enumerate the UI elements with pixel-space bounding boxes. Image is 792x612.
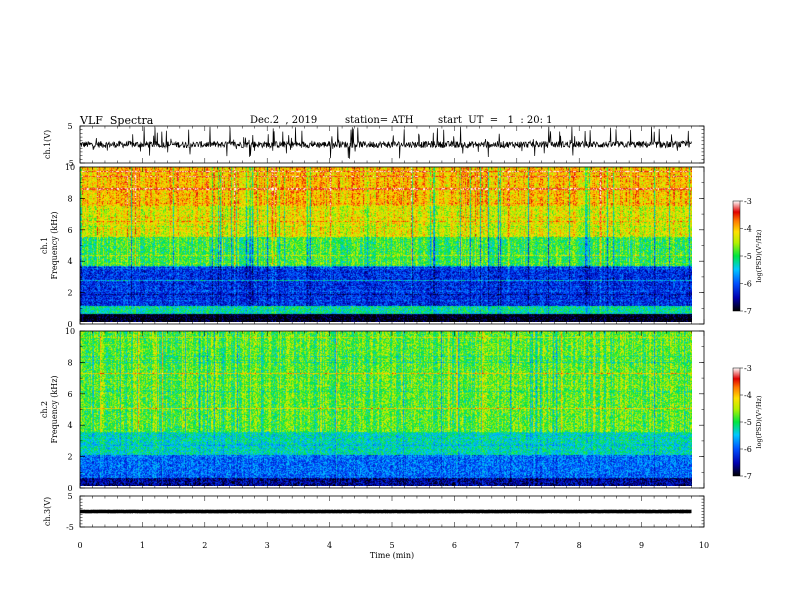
y-tick-label-1-4: 4 bbox=[67, 257, 72, 266]
cb-tick-label-1--7: -7 bbox=[744, 472, 752, 481]
x-tick-label-8: 8 bbox=[577, 541, 582, 550]
x-tick-label-4: 4 bbox=[327, 541, 332, 550]
y-axis-label-2-b: Frequency (kHz) bbox=[50, 375, 59, 443]
y-tick-label-2-0: 0 bbox=[67, 484, 72, 493]
ch2-spectrogram bbox=[80, 331, 692, 486]
y-axis-label-1-a: ch.1 bbox=[40, 237, 49, 254]
y-axis-label-3: ch.3(V) bbox=[43, 497, 52, 526]
cb-tick-label-0--5: -5 bbox=[744, 252, 752, 261]
x-tick-label-9: 9 bbox=[639, 541, 644, 550]
cb-tick-label-0--4: -4 bbox=[744, 225, 752, 234]
cb-tick-label-1--4: -4 bbox=[744, 391, 752, 400]
y-tick-label-2-6: 6 bbox=[67, 390, 72, 399]
x-tick-label-1: 1 bbox=[140, 541, 145, 550]
start-time-label: start UT = 1 : 20: 1 bbox=[438, 115, 553, 126]
cb-label-0: log(PSD)(V²/Hz) bbox=[755, 229, 763, 282]
y-tick-label-1-6: 6 bbox=[67, 226, 72, 235]
y-axis-label-1-b: Frequency (kHz) bbox=[50, 211, 59, 279]
x-tick-label-3: 3 bbox=[265, 541, 270, 550]
y-tick-label-3--5: -5 bbox=[66, 523, 74, 532]
x-axis-label: Time (min) bbox=[370, 551, 414, 560]
y-tick-label-1-2: 2 bbox=[67, 289, 72, 298]
x-tick-label-6: 6 bbox=[452, 541, 457, 550]
cb-tick-label-1--3: -3 bbox=[744, 364, 752, 373]
y-axis-label-0: ch.1(V) bbox=[43, 130, 52, 159]
date-label: Dec.2 , 2019 bbox=[250, 115, 318, 126]
y-tick-label-0-5: 5 bbox=[67, 122, 72, 131]
cb-tick-label-1--6: -6 bbox=[744, 445, 752, 454]
ch1-colorbar bbox=[732, 200, 741, 312]
ch2-spectrogram-area bbox=[80, 331, 692, 486]
y-tick-label-1-10: 10 bbox=[65, 163, 75, 172]
ch1-spectrogram-area bbox=[80, 167, 692, 322]
station-label: station= ATH bbox=[345, 115, 414, 126]
cb-tick-label-0--7: -7 bbox=[744, 307, 752, 316]
y-tick-label-2-8: 8 bbox=[67, 358, 72, 367]
x-tick-label-2: 2 bbox=[202, 541, 207, 550]
x-tick-label-10: 10 bbox=[699, 541, 709, 550]
ch2-colorbar bbox=[732, 367, 741, 477]
y-tick-label-1-0: 0 bbox=[67, 320, 72, 329]
y-tick-label-1-8: 8 bbox=[67, 194, 72, 203]
tick-marks bbox=[79, 125, 743, 528]
chart-title: VLF Spectra bbox=[80, 114, 154, 127]
cb-tick-label-1--5: -5 bbox=[744, 418, 752, 427]
x-tick-label-5: 5 bbox=[389, 541, 394, 550]
y-tick-label-0--5: -5 bbox=[66, 159, 74, 168]
ch1-waveform-line bbox=[79, 126, 692, 159]
cb-label-1: log(PSD)(V²/Hz) bbox=[755, 395, 763, 448]
y-axis-label-2-a: ch.2 bbox=[40, 401, 49, 418]
y-tick-label-2-2: 2 bbox=[67, 453, 72, 462]
y-tick-label-2-10: 10 bbox=[65, 327, 75, 336]
ch1-spectrogram bbox=[80, 167, 692, 322]
y-tick-label-2-4: 4 bbox=[67, 421, 72, 430]
cb-tick-label-0--6: -6 bbox=[744, 280, 752, 289]
x-tick-label-7: 7 bbox=[514, 541, 519, 550]
y-tick-label-3-5: 5 bbox=[67, 492, 72, 501]
x-tick-label-0: 0 bbox=[77, 541, 82, 550]
cb-tick-label-0--3: -3 bbox=[744, 197, 752, 206]
